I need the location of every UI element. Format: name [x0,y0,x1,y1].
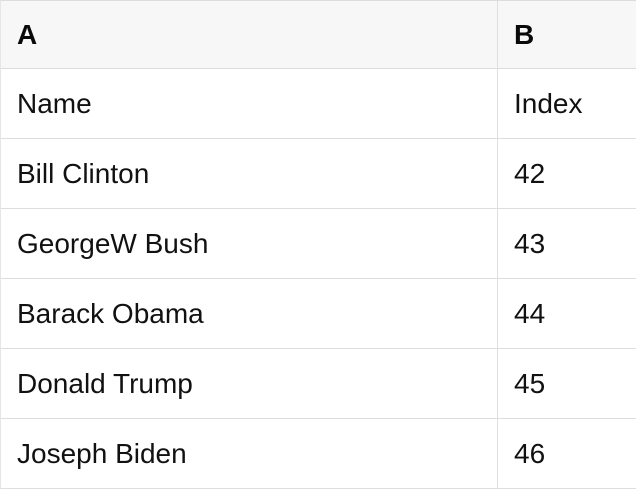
cell-a2[interactable]: Bill Clinton [17,157,150,189]
cell-a1[interactable]: Name [17,87,92,119]
column-header-a[interactable]: A [17,18,38,50]
table-row: Donald Trump 45 [1,349,636,419]
cell-b5[interactable]: 45 [497,349,636,418]
cell-a6[interactable]: Joseph Biden [17,437,187,469]
table-row: Barack Obama 44 [1,279,636,349]
cell-b4[interactable]: 44 [497,279,636,348]
table-row: Joseph Biden 46 [1,419,636,489]
table-row: Name Index [1,69,636,139]
table-row: Bill Clinton 42 [1,139,636,209]
cell-b3[interactable]: 43 [497,209,636,278]
cell-a3[interactable]: GeorgeW Bush [17,227,209,259]
cell-b6[interactable]: 46 [497,419,636,488]
cell-a5[interactable]: Donald Trump [17,367,193,399]
column-header-b[interactable]: B [497,1,636,68]
column-header-row: A B [1,1,636,69]
cell-a4[interactable]: Barack Obama [17,297,204,329]
cell-b2[interactable]: 42 [497,139,636,208]
table-row: GeorgeW Bush 43 [1,209,636,279]
cell-b1[interactable]: Index [497,69,636,138]
